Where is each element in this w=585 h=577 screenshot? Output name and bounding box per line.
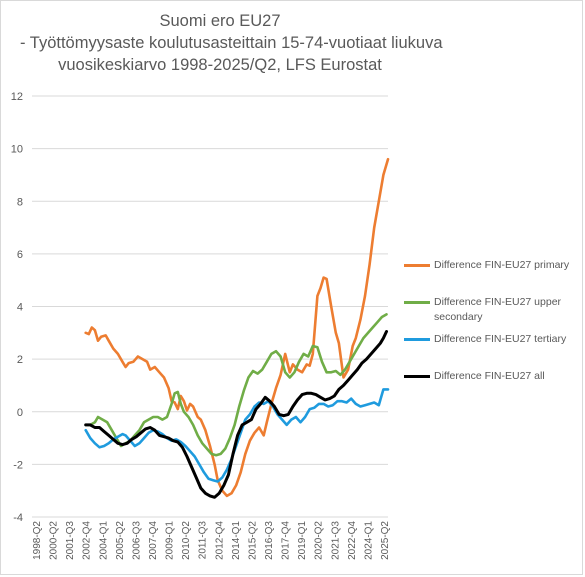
title-line-3: vuosikeskiarvo 1998-2025/Q2, LFS Eurosta… [58, 56, 382, 74]
y-tick-label: 10 [11, 144, 23, 156]
x-tick-label: 2006-Q3 [131, 521, 142, 560]
y-tick-label: 0 [17, 407, 23, 419]
series-lines [84, 157, 390, 499]
x-tick-label: 2024-Q1 [363, 521, 374, 560]
x-tick-label: 2021-Q3 [330, 521, 341, 560]
legend-swatch-upper-secondary [404, 301, 430, 304]
x-tick-label: 2012-Q4 [214, 521, 225, 560]
legend-label-tertiary: Difference FIN-EU27 tertiary [434, 333, 567, 345]
x-tick-label: 2007-Q4 [148, 521, 159, 560]
chart-title: Suomi ero EU27 - Työttömyysaste koulutus… [20, 10, 443, 76]
x-tick-label: 2016-Q3 [264, 521, 275, 560]
y-tick-label: 2 [17, 354, 23, 366]
series-line-0 [84, 157, 390, 498]
title-line-1: Suomi ero EU27 [159, 12, 281, 30]
series-line-1 [84, 313, 388, 457]
y-tick-label: 12 [11, 91, 23, 103]
x-tick-label: 1998-Q2 [32, 521, 43, 560]
y-tick-label: 8 [17, 196, 23, 208]
y-tick-label: 6 [17, 249, 23, 261]
grid-lines [32, 95, 388, 518]
legend-swatch-all [404, 375, 430, 378]
legend-label-upper-secondary: Difference FIN-EU27 upper secondary [434, 296, 562, 323]
x-tick-label: 2020-Q2 [314, 521, 325, 560]
x-tick-label: 2025-Q2 [380, 521, 391, 560]
y-tick-label: -4 [13, 512, 23, 524]
x-axis-labels: 1998-Q2 2000-Q2 2001-Q3 2002-Q4 2004-Q1 2005-… [32, 521, 391, 560]
legend-label-primary: Difference FIN-EU27 primary [434, 259, 570, 271]
title-line-2: - Työttömyysaste koulutusasteittain 15-7… [20, 34, 443, 52]
x-tick-label: 2002-Q4 [82, 521, 93, 560]
legend-label-all: Difference FIN-EU27 all [434, 370, 545, 382]
x-tick-label: 2005-Q2 [115, 521, 126, 560]
x-tick-label: 2010-Q2 [181, 521, 192, 560]
x-tick-label: 2004-Q1 [98, 521, 109, 560]
y-axis-labels: 12 10 8 6 4 2 0 -2 -4 [11, 91, 23, 524]
x-tick-label: 2015-Q2 [247, 521, 258, 560]
x-tick-label: 2000-Q2 [49, 521, 60, 560]
y-tick-label: 4 [17, 302, 23, 314]
y-tick-label: -2 [13, 459, 23, 471]
x-tick-label: 2009-Q1 [165, 521, 176, 560]
x-tick-label: 2022-Q4 [347, 521, 358, 560]
series-line-3 [84, 330, 388, 499]
x-tick-label: 2011-Q3 [198, 521, 209, 560]
x-tick-label: 2019-Q1 [297, 521, 308, 560]
legend-swatch-tertiary [404, 338, 430, 341]
x-tick-label: 2014-Q1 [231, 521, 242, 560]
x-tick-label: 2001-Q3 [65, 521, 76, 560]
x-tick-label: 2017-Q4 [281, 521, 292, 560]
legend-swatch-primary [404, 264, 430, 267]
